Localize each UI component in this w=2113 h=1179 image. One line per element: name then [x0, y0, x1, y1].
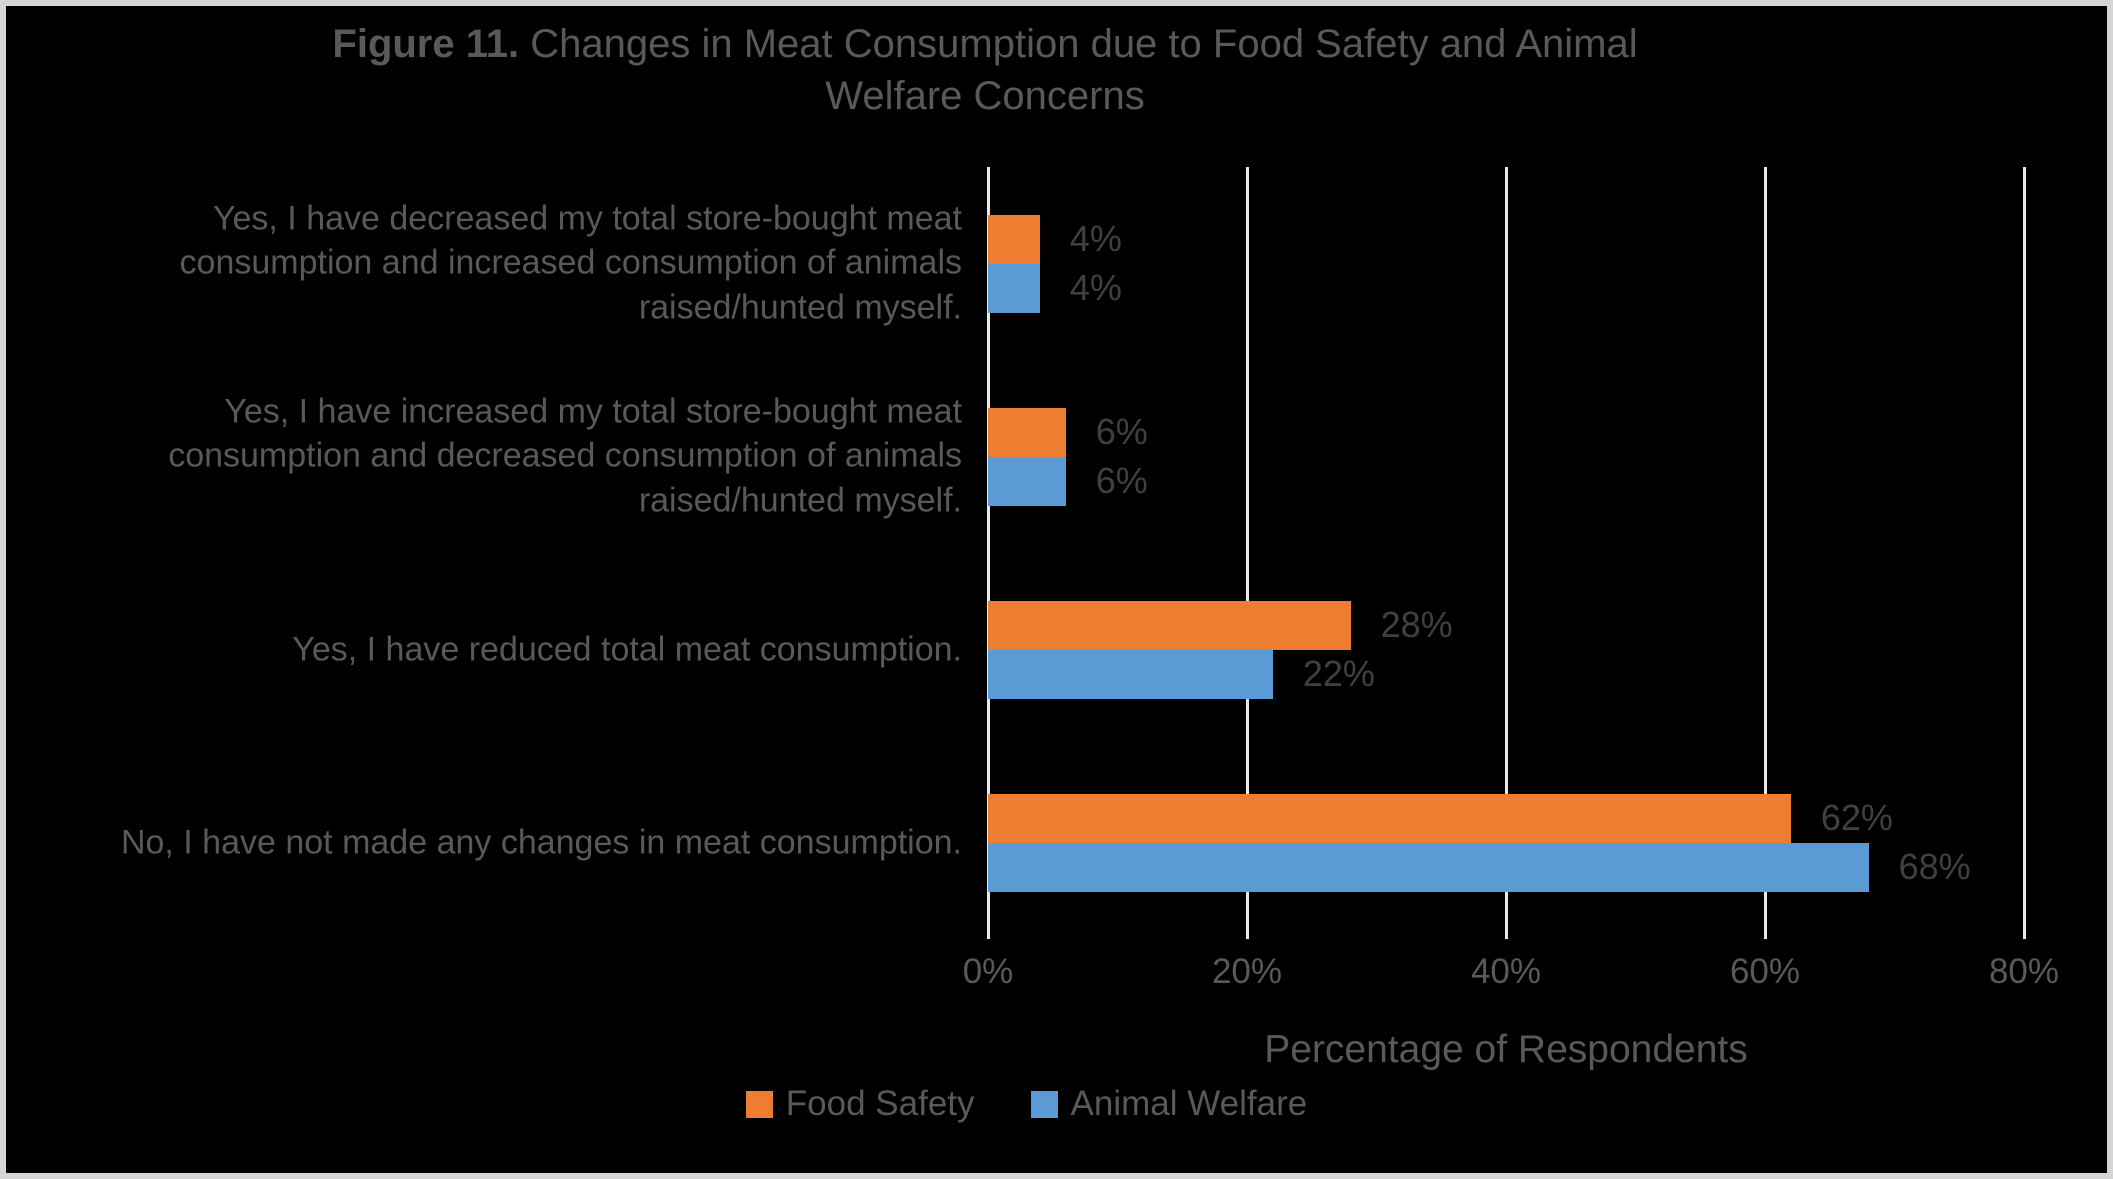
data-label: 4% — [1069, 218, 1122, 259]
data-label: 6% — [1095, 460, 1148, 501]
data-label: 6% — [1095, 411, 1148, 452]
legend-item-food-safety: Food Safety — [745, 1084, 975, 1124]
x-tick-label: 0% — [962, 952, 1014, 991]
category-label-line: No, I have not made any changes in meat … — [120, 823, 962, 862]
gridline-60% — [1764, 167, 1767, 939]
category-label-line: Yes, I have reduced total meat consumpti… — [292, 630, 962, 669]
bar-food-safety — [988, 214, 1040, 264]
x-axis-title: Percentage of Respondents — [1264, 1028, 1748, 1071]
x-tick-label: 40% — [1470, 952, 1542, 991]
data-label: 68% — [1898, 846, 1971, 887]
legend-swatch-icon — [745, 1090, 773, 1118]
bar-animal-welfare — [988, 263, 1040, 313]
category-label-line: raised/hunted myself. — [638, 288, 962, 327]
gridline-0% — [987, 167, 990, 939]
legend-label: Food Safety — [785, 1084, 975, 1123]
category-label-line: Yes, I have increased my total store-bou… — [224, 392, 962, 431]
chart-title-line1: Figure 11. Changes in Meat Consumption d… — [6, 18, 1964, 70]
legend-item-animal-welfare: Animal Welfare — [1030, 1084, 1308, 1124]
bar-animal-welfare — [988, 649, 1273, 699]
category-label-line: consumption and increased consumption of… — [179, 244, 962, 283]
data-label: 28% — [1380, 604, 1453, 645]
x-tick-label: 80% — [1988, 952, 2060, 991]
category-label: Yes, I have decreased my total store-bou… — [180, 196, 962, 331]
data-label: 22% — [1302, 653, 1375, 694]
data-label: 4% — [1069, 267, 1122, 308]
legend-swatch-icon — [1030, 1090, 1058, 1118]
bar-food-safety — [988, 793, 1791, 843]
category-label-line: consumption and decreased consumption of… — [168, 437, 962, 476]
category-label: No, I have not made any changes in meat … — [121, 820, 962, 865]
data-label: 62% — [1820, 797, 1893, 838]
gridline-40% — [1505, 167, 1508, 939]
chart-canvas: Figure 11. Changes in Meat Consumption d… — [6, 6, 2107, 1173]
category-label-line: raised/hunted myself. — [638, 481, 962, 520]
legend-label: Animal Welfare — [1070, 1084, 1308, 1123]
bar-animal-welfare — [988, 456, 1066, 506]
category-label: Yes, I have reduced total meat consumpti… — [292, 627, 962, 672]
gridline-20% — [1246, 167, 1249, 939]
x-tick-label: 20% — [1211, 952, 1283, 991]
chart-title-line1-rest: Changes in Meat Consumption due to Food … — [519, 22, 1638, 66]
bar-animal-welfare — [988, 842, 1869, 892]
chart-title: Figure 11. Changes in Meat Consumption d… — [6, 18, 1964, 122]
chart-title-line2: Welfare Concerns — [825, 74, 1145, 118]
gridline-80% — [2023, 167, 2026, 939]
x-tick-label: 60% — [1729, 952, 1801, 991]
category-label-line: Yes, I have decreased my total store-bou… — [212, 199, 962, 238]
category-label: Yes, I have increased my total store-bou… — [168, 389, 962, 524]
bar-food-safety — [988, 407, 1066, 457]
bar-food-safety — [988, 600, 1351, 650]
legend: Food Safety Animal Welfare — [6, 1084, 2077, 1124]
chart-title-bold-prefix: Figure 11. — [332, 22, 520, 66]
